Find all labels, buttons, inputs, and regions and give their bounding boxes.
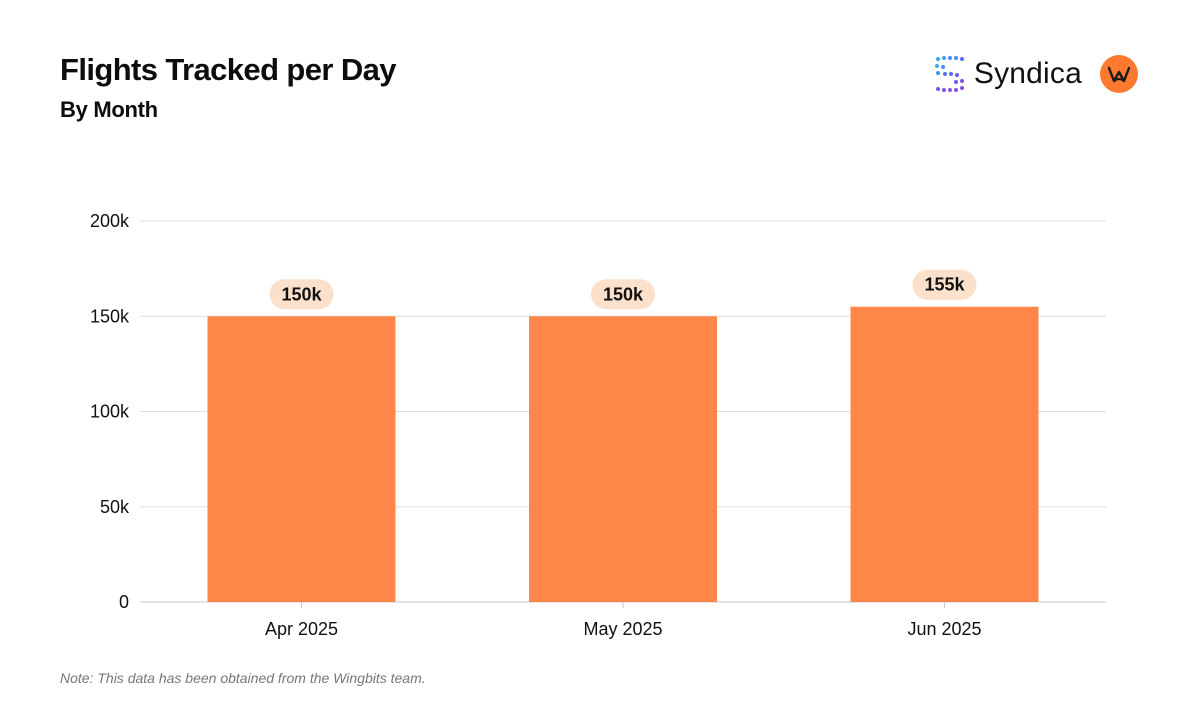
wingbits-logo-icon	[1100, 55, 1138, 93]
data-labels: 150k 150k 155k	[269, 269, 977, 310]
syndica-dots-logo-icon	[934, 56, 964, 92]
y-tick-label: 200k	[90, 211, 130, 231]
y-axis-ticks: 0 50k 100k 150k 200k	[90, 211, 130, 612]
data-label-pill	[591, 279, 655, 310]
y-tick-label: 50k	[100, 497, 130, 517]
brand-name: Syndica	[973, 57, 1082, 90]
data-label-pill	[912, 269, 977, 300]
x-tick-label: May 2025	[583, 619, 662, 639]
bar	[529, 316, 717, 602]
y-tick-label: 0	[119, 592, 129, 612]
chart-title: Flights Tracked per Day	[60, 52, 397, 87]
data-label: 150k	[603, 284, 644, 304]
x-axis-ticks: Apr 2025 May 2025 Jun 2025	[265, 602, 982, 639]
bar	[850, 306, 1039, 602]
data-label-pill	[269, 279, 334, 310]
footnote: Note: This data has been obtained from t…	[60, 670, 426, 686]
y-tick-label: 100k	[90, 402, 130, 422]
brand-header: Syndica	[934, 54, 1138, 94]
bar	[207, 316, 396, 602]
data-label: 155k	[924, 275, 965, 295]
chart-subtitle: By Month	[60, 97, 158, 122]
x-tick-label: Apr 2025	[265, 619, 338, 639]
x-tick-label: Jun 2025	[907, 619, 981, 639]
y-tick-label: 150k	[90, 306, 130, 326]
bars	[207, 306, 1039, 602]
data-label: 150k	[281, 284, 322, 304]
